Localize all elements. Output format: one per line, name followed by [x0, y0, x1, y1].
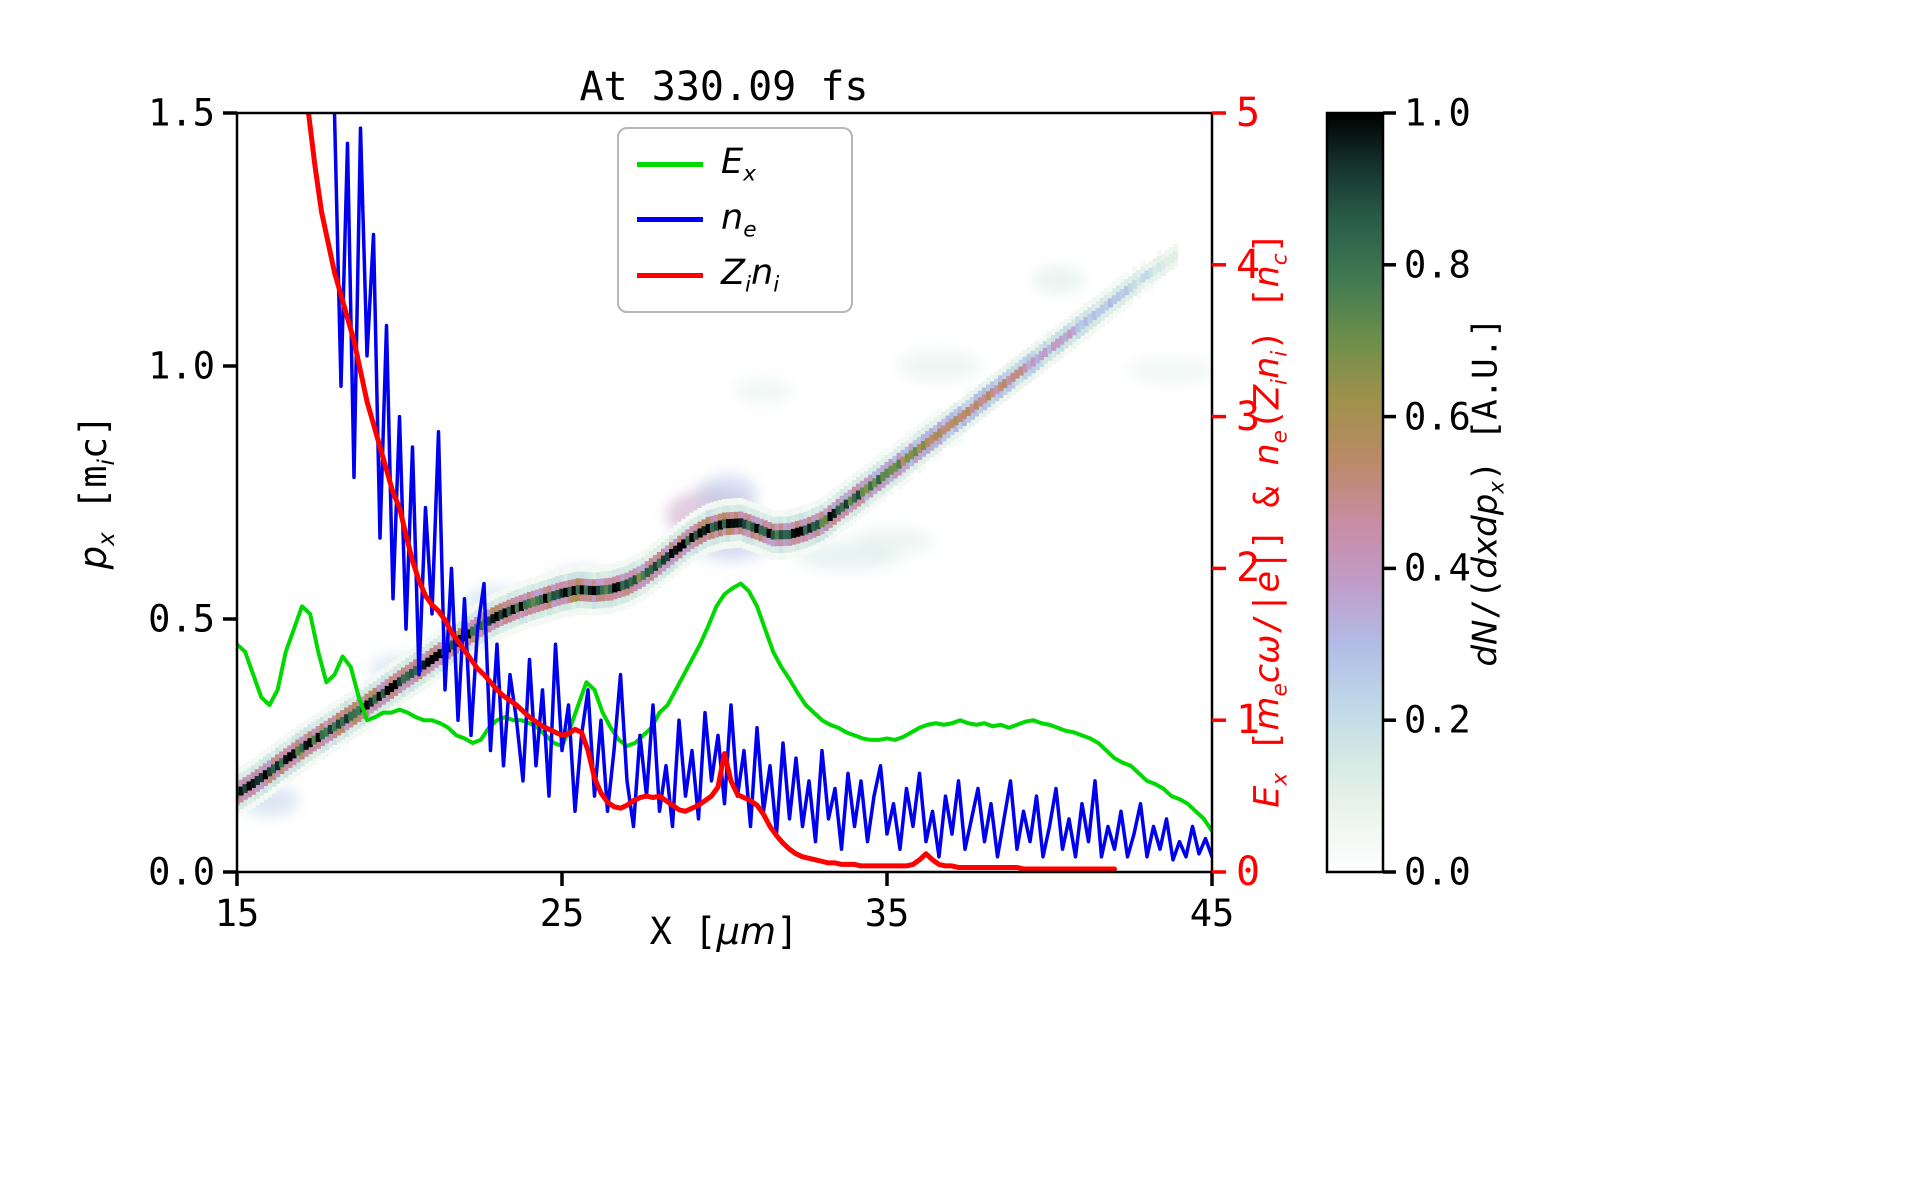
label-part: i: [94, 459, 121, 466]
label-part: ) [: [1247, 287, 1288, 351]
label-part: e: [1267, 683, 1293, 697]
x-axis-label-text: X [μm]: [650, 910, 799, 953]
colorbar-tick-label: 0.2: [1404, 698, 1471, 742]
legend-item-ex: Ex: [637, 142, 841, 187]
phase-space-heatmap: [237, 243, 1212, 819]
legend-line-zini: [637, 272, 703, 278]
label-part: n: [721, 197, 744, 238]
label-part: i: [1267, 350, 1293, 357]
label-part: Z: [721, 253, 745, 294]
y-right-tick-label: 0: [1236, 849, 1261, 895]
label-part: n: [1247, 443, 1288, 466]
x-tick-label: 25: [539, 892, 585, 935]
label-part: μm: [716, 910, 777, 953]
label-part: n: [1247, 356, 1288, 379]
label-part: ]: [776, 910, 799, 953]
y-right-tick-label: 2: [1236, 545, 1261, 592]
label-part: ) [A.U.]: [1465, 317, 1506, 482]
colorbar-tick-label: 0.4: [1404, 546, 1471, 590]
legend-line-ne: [637, 217, 703, 223]
colorbar-tick-label: 0.0: [1404, 850, 1471, 894]
y-right-tick-label: 4: [1236, 241, 1261, 288]
label-part: c: [1267, 253, 1293, 266]
label-part: x: [1483, 481, 1509, 494]
y-left-tick-label: 0.0: [148, 850, 215, 894]
label-part: i: [1267, 378, 1293, 385]
plot-spines: [235, 111, 1214, 874]
y-left-tick-label: 1.5: [148, 91, 215, 135]
label-part: e: [743, 217, 757, 243]
label-part: dN: [1465, 619, 1506, 667]
label-part: x: [1267, 772, 1293, 786]
label-part: x: [94, 532, 121, 546]
label-part: /(: [1465, 578, 1506, 620]
legend-item-ne: ne: [637, 198, 841, 243]
legend: Ex ne Zini: [617, 127, 853, 313]
label-part: /|: [1247, 592, 1288, 635]
label-part: E: [1247, 785, 1288, 808]
label-part: dxdp: [1465, 493, 1506, 579]
label-part: n: [751, 253, 774, 294]
x-tick-label: 15: [214, 892, 260, 935]
legend-line-ex: [637, 162, 703, 168]
y-right-tick-label: 3: [1236, 393, 1261, 440]
y-left-axis-label-text: px [mic]: [71, 414, 120, 570]
label-part: E: [721, 142, 744, 183]
label-part: [m: [71, 465, 115, 533]
y-left-tick-label: 1.0: [148, 344, 215, 388]
legend-label-ne: ne: [721, 198, 757, 243]
label-part: e: [1267, 430, 1293, 444]
label-part: x: [743, 161, 756, 187]
legend-label-ex: Ex: [721, 142, 756, 187]
colorbar-tick-label: 1.0: [1404, 91, 1471, 135]
label-part: i: [773, 272, 780, 298]
y-left-tick-label: 0.5: [148, 597, 215, 641]
legend-item-zini: Zini: [637, 253, 841, 298]
x-tick-label: 45: [1189, 892, 1235, 935]
plot-title: At 330.09 fs: [579, 64, 869, 110]
label-part: X [: [649, 910, 717, 953]
series-line-Z_i n_i: [305, 113, 1117, 872]
line-series-group: [237, 113, 1212, 872]
colorbar-label-text: dN/(dxdpx) [A.U.]: [1465, 317, 1508, 667]
y-left-axis-label: px [mic]: [72, 415, 120, 570]
y-right-tick-label: 1: [1236, 697, 1261, 744]
colorbar-tick-label: 0.6: [1404, 395, 1471, 439]
colorbar-label: dN/(dxdpx) [A.U.]: [1465, 317, 1508, 666]
series-line-E_x: [237, 581, 1212, 834]
colorbar-gradient: [1325, 111, 1385, 874]
colorbar-tick-label: 0.8: [1404, 243, 1471, 287]
label-part: p: [71, 545, 115, 570]
label-part: c]: [71, 414, 115, 460]
y-right-tick-label: 5: [1236, 90, 1261, 136]
label-part: i: [744, 272, 752, 298]
x-tick-label: 35: [864, 892, 910, 935]
x-axis-label: X [μm]: [650, 910, 799, 953]
legend-label-zini: Zini: [721, 253, 779, 298]
label-part: cω: [1247, 634, 1288, 684]
